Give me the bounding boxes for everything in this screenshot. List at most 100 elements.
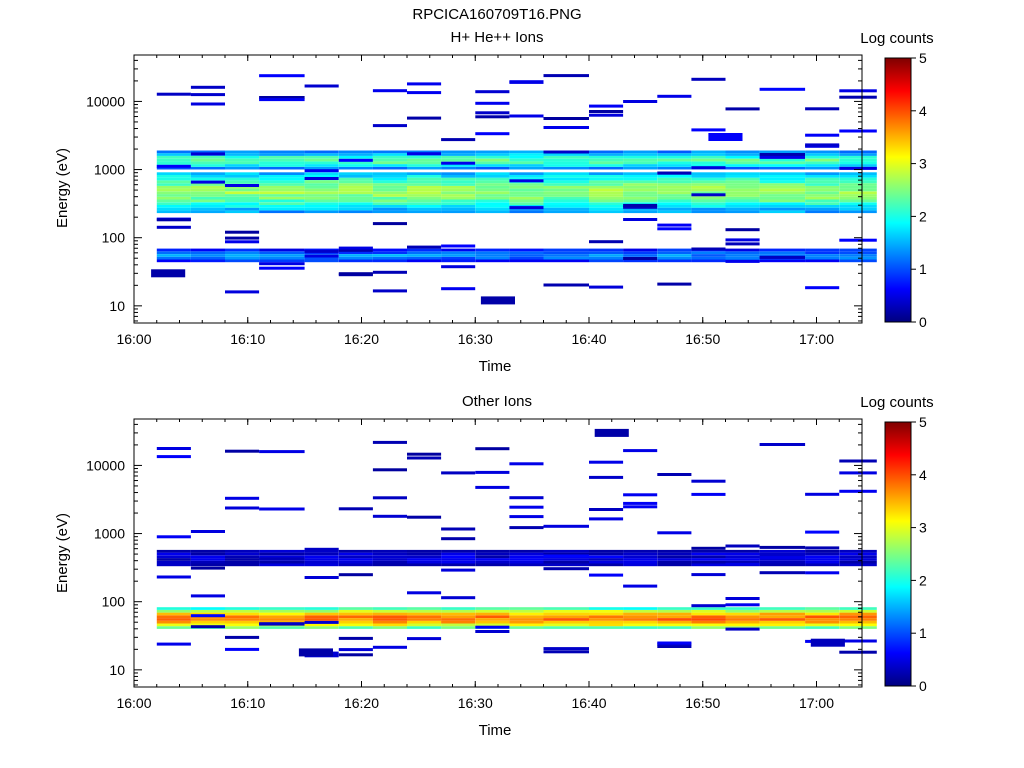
spectrogram-cell — [156, 620, 191, 624]
spectrogram-cell — [759, 545, 806, 549]
spectrogram-cell — [372, 609, 407, 613]
spectrogram-cell — [657, 618, 692, 621]
spectrogram-cell — [543, 155, 589, 159]
spectrogram-cell — [407, 116, 442, 120]
colorbar-ticks: 0 1 2 3 4 5 — [911, 50, 927, 330]
spectrogram-cell — [407, 618, 442, 621]
spectrogram-cell — [156, 612, 191, 616]
spectrogram-cell — [725, 166, 760, 170]
spectrogram-cell — [372, 222, 407, 226]
x-tick-label: 16:00 — [116, 695, 151, 711]
spectrogram-cell — [304, 615, 339, 618]
spectrogram-cell — [657, 555, 692, 559]
spectrogram-cell — [805, 492, 840, 496]
spectrogram-cell — [725, 615, 760, 618]
spectrogram-cell — [725, 552, 760, 556]
spectrogram-cell — [805, 286, 840, 290]
spectrogram-cell — [725, 188, 760, 192]
spectrogram-cell — [691, 612, 726, 616]
spectrogram-cell — [589, 185, 624, 189]
x-tick-label: 16:20 — [344, 331, 379, 347]
spectrogram-cell — [725, 194, 760, 197]
spectrogram-cell — [190, 196, 225, 200]
spectrogram-cell — [839, 623, 877, 627]
spectrogram-cell — [190, 563, 225, 567]
spectrogram-cell — [543, 251, 589, 254]
spectrogram-cell — [372, 202, 407, 205]
spectrogram-cell — [509, 206, 544, 210]
spectrogram-cell — [543, 158, 589, 162]
panel-title: H+ He++ Ions — [451, 29, 544, 46]
spectrogram-cell — [543, 205, 589, 208]
y-tick-label: 1000 — [94, 526, 125, 542]
spectrogram-cell — [259, 555, 305, 559]
spectrogram-cell — [657, 202, 692, 205]
spectrogram-cell — [259, 450, 305, 454]
spectrogram-cell — [839, 196, 877, 200]
spectrogram-cell — [475, 563, 510, 567]
spectrogram-cell — [407, 245, 442, 249]
colorbar — [884, 57, 912, 323]
spectrogram-cell — [839, 207, 877, 211]
spectrogram-cell — [338, 507, 373, 511]
spectrogram-cell — [839, 248, 877, 252]
spectrogram-cell — [657, 150, 692, 154]
spectrogram-cell — [475, 115, 510, 119]
spectrogram-cell — [708, 133, 743, 141]
spectrogram-cell — [759, 259, 806, 263]
spectrogram-cell — [657, 205, 692, 208]
spectrogram-cell — [839, 609, 877, 613]
spectrogram-cell — [657, 153, 692, 156]
spectrogram-cell — [657, 620, 692, 624]
spectrogram-cell — [657, 207, 692, 211]
spectrogram-cell — [725, 560, 760, 564]
spectrogram-cell — [156, 207, 191, 211]
spectrogram-cell — [589, 113, 624, 117]
spectrogram-cell — [441, 196, 476, 200]
spectrogram-cell — [657, 645, 692, 648]
spectrogram-cell — [691, 155, 726, 159]
spectrogram-cell — [225, 205, 260, 208]
spectrogram-cell — [190, 625, 225, 629]
spectrogram-cell — [691, 609, 726, 613]
spectrogram-cell — [623, 612, 658, 616]
spectrogram-cell — [839, 489, 877, 493]
spectrogram-cell — [225, 290, 260, 294]
spectrogram-cell — [475, 618, 510, 621]
spectrogram-cell — [509, 202, 544, 205]
spectrogram-cell — [509, 251, 544, 254]
spectrogram-cell — [225, 185, 260, 189]
spectrogram-cell — [156, 205, 191, 208]
spectrogram-cell — [190, 175, 225, 178]
spectrogram-cell — [657, 194, 692, 197]
spectrogram-cell — [759, 164, 806, 167]
spectrogram-cell — [441, 612, 476, 616]
spectrogram-cell — [623, 560, 658, 564]
spectrogram-cell — [725, 180, 760, 184]
spectrogram-cell — [190, 205, 225, 208]
spectrogram-cell — [805, 620, 840, 624]
spectrogram-cell — [407, 202, 442, 205]
spectrogram-cell — [156, 552, 191, 556]
spectrogram-cell — [543, 196, 589, 200]
spectrogram-cell — [338, 180, 373, 184]
spectrogram-cell — [156, 196, 191, 200]
spectrogram-cell — [725, 196, 760, 200]
spectrogram-cell — [338, 609, 373, 613]
spectrogram-cell — [304, 183, 339, 186]
spectrogram-cell — [589, 285, 624, 289]
spectrogram-cell — [623, 248, 658, 252]
spectrogram-cell — [225, 623, 260, 627]
spectrogram-cell — [190, 177, 225, 181]
spectrogram-cell — [509, 80, 544, 84]
spectrogram-cell — [372, 150, 407, 154]
spectrogram-cell — [543, 191, 589, 195]
spectrogram-cell — [338, 653, 373, 657]
spectrogram-cell — [805, 207, 840, 211]
spectrogram-cell — [691, 77, 726, 81]
spectrogram-cell — [338, 558, 373, 561]
spectrogram-cell — [441, 265, 476, 269]
spectrogram-cell — [304, 194, 339, 197]
spectrogram-cell — [225, 158, 260, 162]
spectrogram-cell — [259, 185, 305, 189]
